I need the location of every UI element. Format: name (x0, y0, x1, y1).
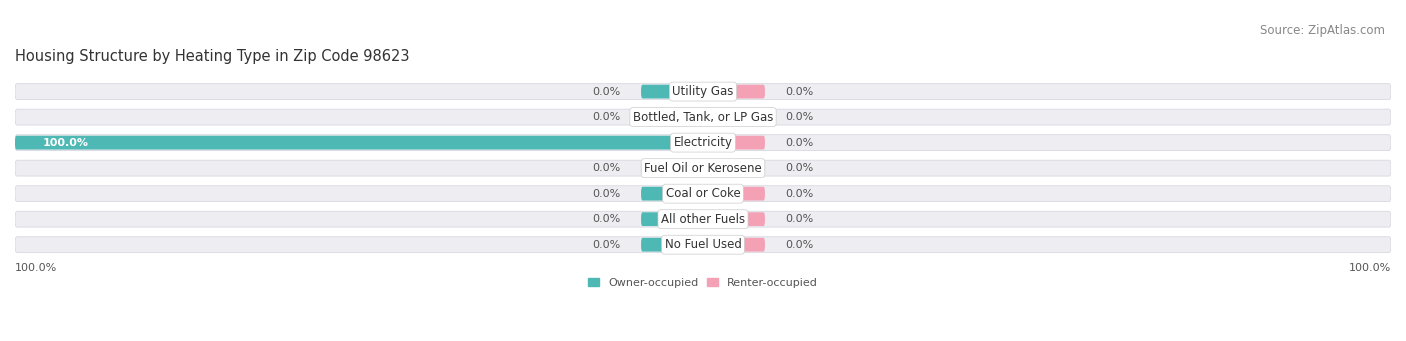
Text: 0.0%: 0.0% (786, 240, 814, 250)
FancyBboxPatch shape (15, 186, 1391, 202)
FancyBboxPatch shape (641, 187, 703, 201)
Text: 100.0%: 100.0% (1348, 263, 1391, 273)
Text: 0.0%: 0.0% (786, 138, 814, 148)
Text: Electricity: Electricity (673, 136, 733, 149)
FancyBboxPatch shape (703, 238, 765, 252)
FancyBboxPatch shape (641, 110, 703, 124)
FancyBboxPatch shape (641, 161, 703, 175)
Text: No Fuel Used: No Fuel Used (665, 238, 741, 251)
FancyBboxPatch shape (15, 160, 1391, 176)
Text: 0.0%: 0.0% (592, 189, 620, 199)
Text: 100.0%: 100.0% (42, 138, 89, 148)
FancyBboxPatch shape (641, 238, 703, 252)
Text: Source: ZipAtlas.com: Source: ZipAtlas.com (1260, 24, 1385, 37)
Text: 0.0%: 0.0% (786, 112, 814, 122)
Text: Coal or Coke: Coal or Coke (665, 187, 741, 200)
Text: 0.0%: 0.0% (592, 163, 620, 173)
Text: 0.0%: 0.0% (786, 87, 814, 97)
FancyBboxPatch shape (15, 237, 1391, 253)
Text: Utility Gas: Utility Gas (672, 85, 734, 98)
FancyBboxPatch shape (703, 187, 765, 201)
Text: All other Fuels: All other Fuels (661, 213, 745, 226)
FancyBboxPatch shape (15, 135, 1391, 150)
FancyBboxPatch shape (15, 211, 1391, 227)
Text: 0.0%: 0.0% (786, 214, 814, 224)
Text: 100.0%: 100.0% (15, 263, 58, 273)
FancyBboxPatch shape (703, 85, 765, 99)
FancyBboxPatch shape (641, 212, 703, 226)
Text: 0.0%: 0.0% (786, 189, 814, 199)
FancyBboxPatch shape (15, 136, 703, 149)
Legend: Owner-occupied, Renter-occupied: Owner-occupied, Renter-occupied (583, 273, 823, 292)
FancyBboxPatch shape (703, 136, 765, 149)
FancyBboxPatch shape (703, 110, 765, 124)
FancyBboxPatch shape (641, 85, 703, 99)
Text: 0.0%: 0.0% (786, 163, 814, 173)
FancyBboxPatch shape (15, 84, 1391, 100)
Text: 0.0%: 0.0% (592, 240, 620, 250)
Text: Fuel Oil or Kerosene: Fuel Oil or Kerosene (644, 162, 762, 175)
Text: Housing Structure by Heating Type in Zip Code 98623: Housing Structure by Heating Type in Zip… (15, 49, 409, 64)
Text: 0.0%: 0.0% (592, 87, 620, 97)
Text: Bottled, Tank, or LP Gas: Bottled, Tank, or LP Gas (633, 110, 773, 123)
FancyBboxPatch shape (703, 212, 765, 226)
FancyBboxPatch shape (703, 161, 765, 175)
Text: 0.0%: 0.0% (592, 214, 620, 224)
FancyBboxPatch shape (15, 109, 1391, 125)
Text: 0.0%: 0.0% (592, 112, 620, 122)
